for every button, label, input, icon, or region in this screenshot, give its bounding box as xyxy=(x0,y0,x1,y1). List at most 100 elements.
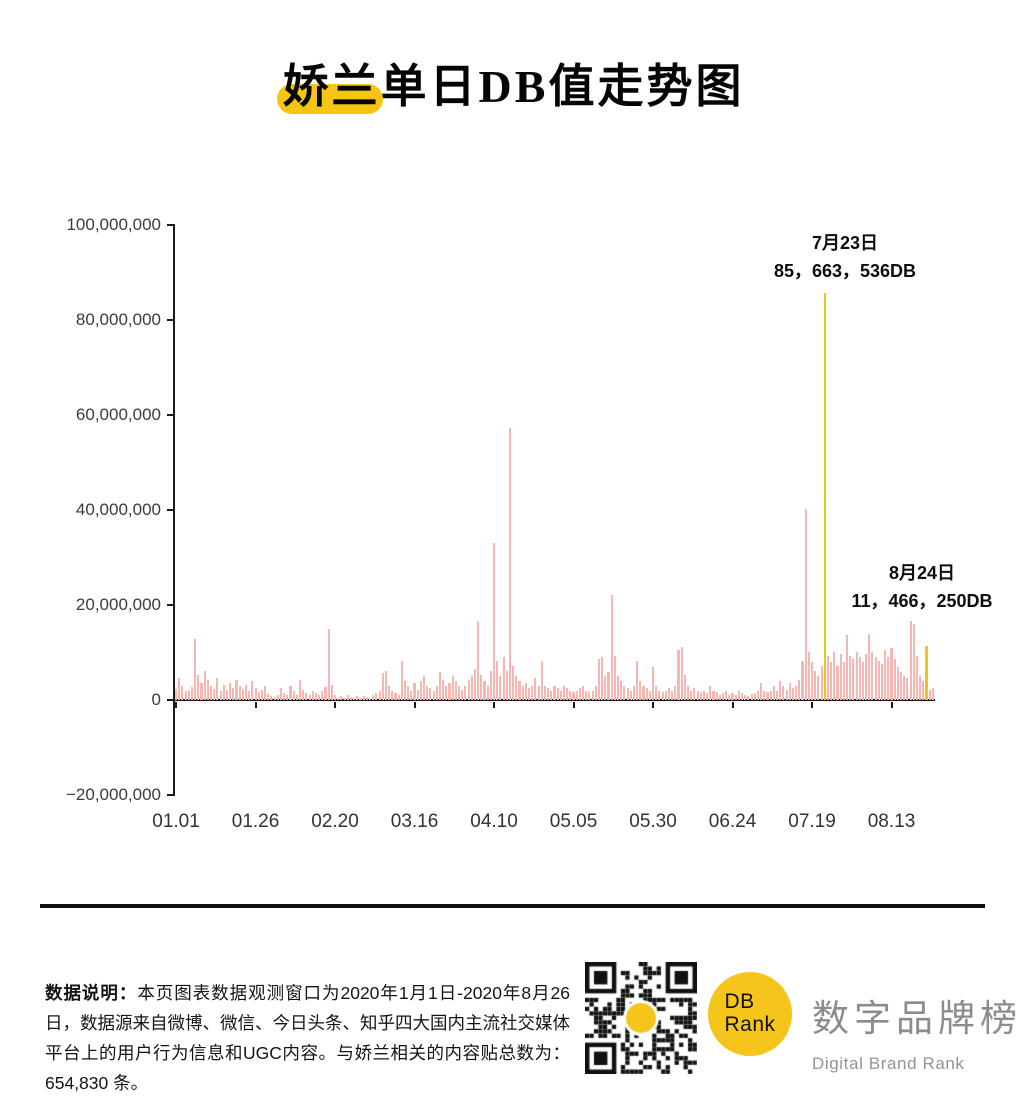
data-bar xyxy=(486,685,489,700)
data-bar xyxy=(578,687,581,700)
data-bar xyxy=(858,657,861,700)
data-bar xyxy=(559,690,562,700)
page-title: 娇兰单日DB值走势图 xyxy=(0,58,1027,116)
data-bar xyxy=(251,681,254,700)
x-axis-label: 01.26 xyxy=(231,811,280,832)
data-bar xyxy=(302,689,305,700)
data-bar xyxy=(324,686,327,700)
data-bar xyxy=(492,543,496,700)
dbrank-logo-line1: DB xyxy=(724,990,755,1014)
data-bar xyxy=(375,692,378,700)
annotation-value: 85，663，536DB xyxy=(773,261,917,281)
data-bar xyxy=(540,661,543,700)
data-bar xyxy=(400,661,403,700)
annotation-value: 11，466，250DB xyxy=(851,591,993,611)
data-bar xyxy=(671,690,674,700)
qr-code xyxy=(585,962,697,1074)
db-trend-chart: 7月23日 85，663，536DB 8月24日 11，466，250DB −2… xyxy=(66,215,993,832)
data-bar xyxy=(737,690,740,700)
data-bar xyxy=(235,680,238,700)
data-bar xyxy=(731,692,734,700)
data-bar xyxy=(865,654,868,700)
data-bar xyxy=(521,685,524,700)
data-bar xyxy=(327,629,330,700)
data-bar xyxy=(213,688,216,700)
data-bar xyxy=(454,681,457,700)
data-bar xyxy=(648,690,651,700)
data-bar xyxy=(683,675,686,700)
data-bar xyxy=(842,662,845,700)
data-bar xyxy=(264,685,267,700)
data-bar xyxy=(686,685,690,700)
data-bar xyxy=(855,651,858,700)
data-bar xyxy=(807,651,810,700)
data-bar xyxy=(518,681,521,700)
data-bar xyxy=(817,676,820,700)
data-bar xyxy=(448,682,451,700)
data-bar xyxy=(597,659,601,700)
data-bar xyxy=(276,694,279,700)
highlight-bar xyxy=(925,645,928,700)
data-bar xyxy=(632,685,635,700)
data-bar xyxy=(931,687,934,700)
data-bar xyxy=(512,665,515,700)
x-tick-mark xyxy=(890,702,893,708)
data-bar xyxy=(407,685,410,700)
data-bar xyxy=(893,659,896,700)
data-bar xyxy=(438,671,442,700)
data-bar xyxy=(591,690,594,700)
data-bar xyxy=(896,666,899,700)
data-bar xyxy=(753,692,756,700)
data-bar xyxy=(483,681,486,700)
data-bar xyxy=(569,690,572,700)
data-bar xyxy=(585,690,588,700)
x-axis-label: 07.19 xyxy=(788,811,836,832)
y-tick-mark xyxy=(167,604,175,606)
x-tick-mark xyxy=(334,702,337,708)
data-bar xyxy=(187,689,190,700)
data-bar xyxy=(741,692,744,700)
data-bar xyxy=(693,687,696,700)
data-bar xyxy=(432,690,435,700)
data-bar xyxy=(413,682,416,700)
data-bar xyxy=(734,695,737,700)
data-bar xyxy=(391,690,394,700)
data-bar xyxy=(610,594,613,700)
footer-divider xyxy=(40,904,985,908)
data-bar xyxy=(321,690,324,700)
data-bar xyxy=(477,621,480,700)
y-axis-label: 20,000,000 xyxy=(75,595,161,614)
data-bar xyxy=(397,695,400,700)
data-bar xyxy=(308,695,311,700)
data-bar xyxy=(362,695,365,700)
data-bar xyxy=(874,657,877,700)
data-bar xyxy=(912,624,915,700)
data-bar xyxy=(203,670,206,700)
data-bar xyxy=(750,694,753,700)
data-bar xyxy=(206,680,209,700)
data-bar xyxy=(699,692,702,700)
data-bar xyxy=(661,692,664,700)
data-bar xyxy=(184,691,187,700)
data-bar xyxy=(368,697,372,700)
data-bar xyxy=(588,692,591,700)
y-tick-mark xyxy=(167,414,175,416)
y-tick-mark xyxy=(167,509,175,511)
data-bar xyxy=(788,682,791,700)
data-bar xyxy=(254,687,257,700)
data-bar xyxy=(756,690,759,700)
data-bar xyxy=(629,690,632,700)
data-note-body: 本页图表数据观测窗口为2020年1月1日-2020年8月26日，数据源来自微博、… xyxy=(45,982,571,1093)
data-bar xyxy=(826,656,829,700)
data-bar xyxy=(505,670,508,700)
data-bar xyxy=(499,676,502,700)
data-bar xyxy=(801,661,804,700)
data-bar xyxy=(582,685,585,700)
data-bar xyxy=(845,635,849,700)
dbrank-logo: DB Rank xyxy=(708,972,792,1056)
data-bar xyxy=(604,676,607,700)
data-bar xyxy=(270,695,273,700)
data-bar xyxy=(636,661,639,700)
data-bar xyxy=(346,695,349,700)
y-axis-label: 100,000,000 xyxy=(66,215,161,234)
